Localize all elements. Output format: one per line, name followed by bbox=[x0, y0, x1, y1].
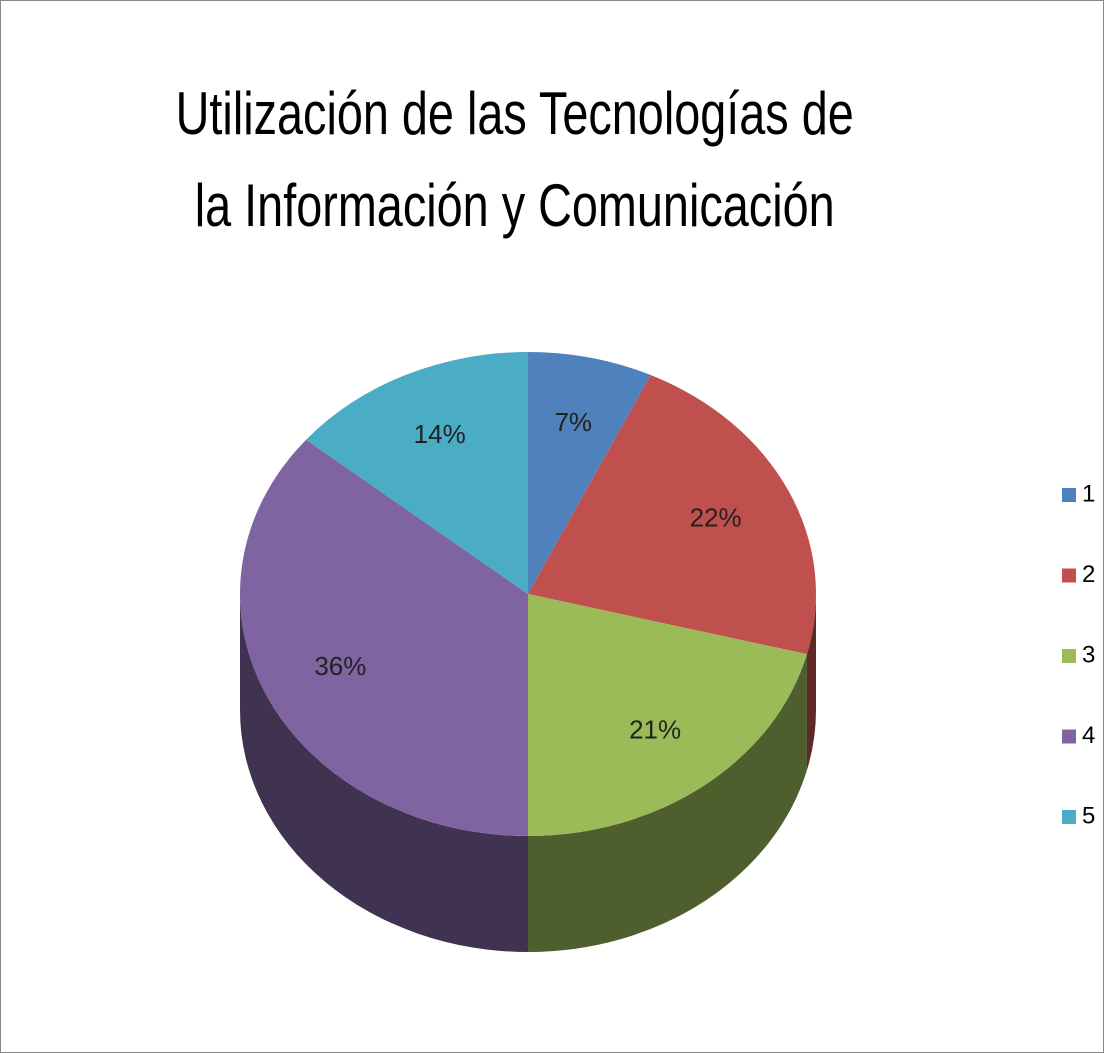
legend-label: 4 bbox=[1082, 722, 1095, 749]
data-label: 22% bbox=[690, 503, 742, 533]
slice-side bbox=[240, 594, 528, 952]
slice bbox=[528, 594, 807, 836]
legend-swatch bbox=[1062, 488, 1076, 502]
slice bbox=[240, 439, 528, 836]
legend-swatch bbox=[1062, 649, 1076, 663]
data-label: 7% bbox=[554, 407, 592, 437]
legend-label: 1 bbox=[1082, 480, 1095, 507]
slice-side bbox=[806, 594, 817, 771]
slice bbox=[528, 352, 651, 594]
legend-swatch bbox=[1062, 568, 1076, 583]
legend-label: 3 bbox=[1082, 641, 1095, 668]
legend-swatch bbox=[1062, 729, 1076, 744]
slice bbox=[306, 352, 528, 594]
chart-title: Utilización de las Tecnologías de la Inf… bbox=[175, 80, 854, 239]
data-label: 14% bbox=[414, 419, 466, 449]
slice bbox=[528, 375, 816, 655]
slice-side bbox=[528, 654, 807, 952]
legend-label: 2 bbox=[1082, 561, 1095, 588]
data-label: 36% bbox=[314, 651, 366, 681]
legend-label: 5 bbox=[1082, 802, 1095, 829]
data-label: 21% bbox=[629, 715, 681, 745]
legend-swatch bbox=[1062, 810, 1076, 824]
